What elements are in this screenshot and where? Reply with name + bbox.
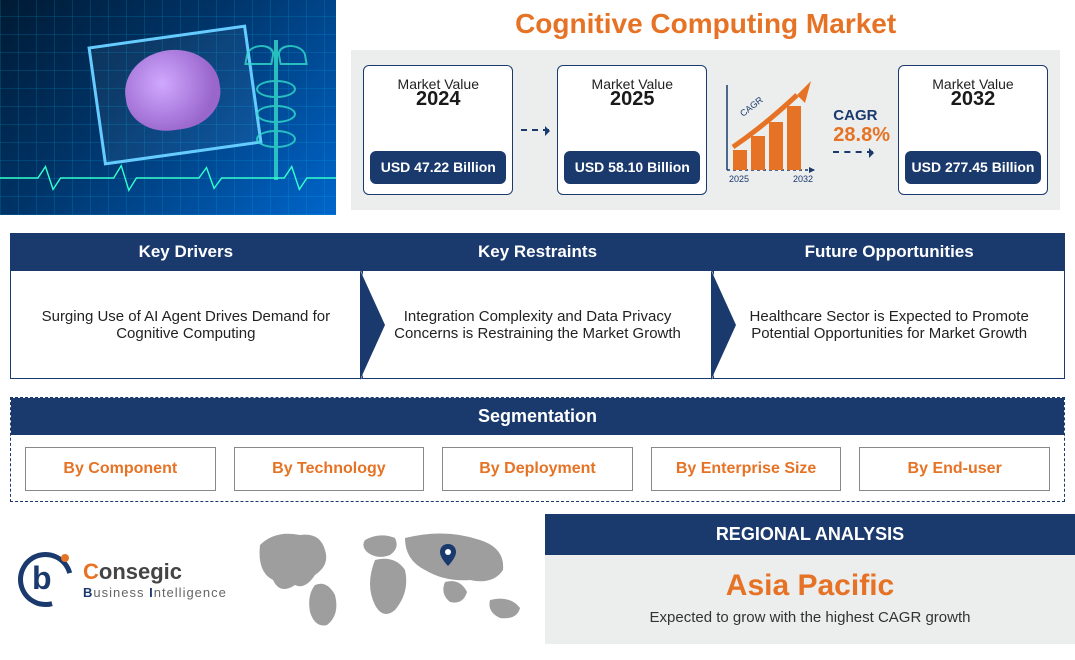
- value-amount: USD 58.10 Billion: [564, 151, 700, 185]
- cagr-value: 28.8%: [833, 124, 890, 147]
- value-strip: Market Value 2024 USD 47.22 Billion Mark…: [351, 50, 1060, 210]
- seg-chip-component: By Component: [25, 447, 216, 491]
- page-title: Cognitive Computing Market: [351, 8, 1060, 40]
- svg-text:CAGR: CAGR: [738, 94, 765, 118]
- hero-illustration: [0, 0, 336, 215]
- key-drivers-col: Key Drivers Surging Use of AI Agent Driv…: [10, 233, 362, 383]
- regional-analysis-panel: REGIONAL ANALYSIS Asia Pacific Expected …: [545, 514, 1075, 644]
- dotted-arrow-icon: [521, 129, 549, 131]
- segmentation-row: By Component By Technology By Deployment…: [11, 435, 1064, 491]
- segmentation-title: Segmentation: [11, 398, 1064, 435]
- ecg-line-icon: [0, 163, 336, 193]
- map-pin-icon: [440, 544, 456, 566]
- logo-intel: ntelligence: [154, 585, 227, 600]
- dro-text: Surging Use of AI Agent Drives Demand fo…: [10, 271, 362, 379]
- future-opportunities-col: Future Opportunities Healthcare Sector i…: [713, 233, 1065, 383]
- key-restraints-col: Key Restraints Integration Complexity an…: [362, 233, 714, 383]
- seg-chip-technology: By Technology: [234, 447, 425, 491]
- value-amount: USD 47.22 Billion: [370, 151, 506, 185]
- cagr-text: CAGR 28.8%: [833, 107, 890, 153]
- world-map-icon: [245, 514, 545, 644]
- company-logo: b Consegic Business Intelligence: [0, 514, 245, 644]
- bottom-row: b Consegic Business Intelligence REGIONA…: [0, 514, 1075, 644]
- seg-chip-end-user: By End-user: [859, 447, 1050, 491]
- value-card-2024: Market Value 2024 USD 47.22 Billion: [363, 65, 513, 195]
- regional-region: Asia Pacific: [555, 569, 1065, 603]
- regional-note: Expected to grow with the highest CAGR g…: [555, 609, 1065, 626]
- regional-header: REGIONAL ANALYSIS: [545, 514, 1075, 555]
- segmentation-panel: Segmentation By Component By Technology …: [10, 397, 1065, 502]
- market-panel: Cognitive Computing Market Market Value …: [336, 0, 1075, 215]
- top-row: Cognitive Computing Market Market Value …: [0, 0, 1075, 215]
- logo-mark-icon: b: [18, 552, 73, 607]
- dro-text: Integration Complexity and Data Privacy …: [362, 271, 714, 379]
- cagr-block: CAGR 2025 2032 CAGR 28.8%: [715, 75, 890, 185]
- value-card-2032: Market Value 2032 USD 277.45 Billion: [898, 65, 1048, 195]
- logo-text: Consegic Business Intelligence: [83, 559, 227, 600]
- logo-rest: onsegic: [99, 559, 182, 584]
- drivers-restraints-opportunities: Key Drivers Surging Use of AI Agent Driv…: [10, 233, 1065, 383]
- value-amount: USD 277.45 Billion: [905, 151, 1041, 185]
- dro-text: Healthcare Sector is Expected to Promote…: [713, 271, 1065, 379]
- axis-end: 2032: [793, 174, 813, 184]
- cagr-chart-icon: CAGR 2025 2032: [715, 75, 825, 185]
- logo-c: C: [83, 559, 99, 584]
- logo-biz: usiness: [93, 585, 149, 600]
- seg-chip-enterprise-size: By Enterprise Size: [651, 447, 842, 491]
- cagr-label: CAGR: [833, 107, 890, 124]
- dro-title: Future Opportunities: [713, 233, 1065, 271]
- dro-title: Key Restraints: [362, 233, 714, 271]
- axis-start: 2025: [729, 174, 749, 184]
- logo-b: B: [83, 585, 93, 600]
- value-card-2025: Market Value 2025 USD 58.10 Billion: [557, 65, 707, 195]
- seg-chip-deployment: By Deployment: [442, 447, 633, 491]
- dro-title: Key Drivers: [10, 233, 362, 271]
